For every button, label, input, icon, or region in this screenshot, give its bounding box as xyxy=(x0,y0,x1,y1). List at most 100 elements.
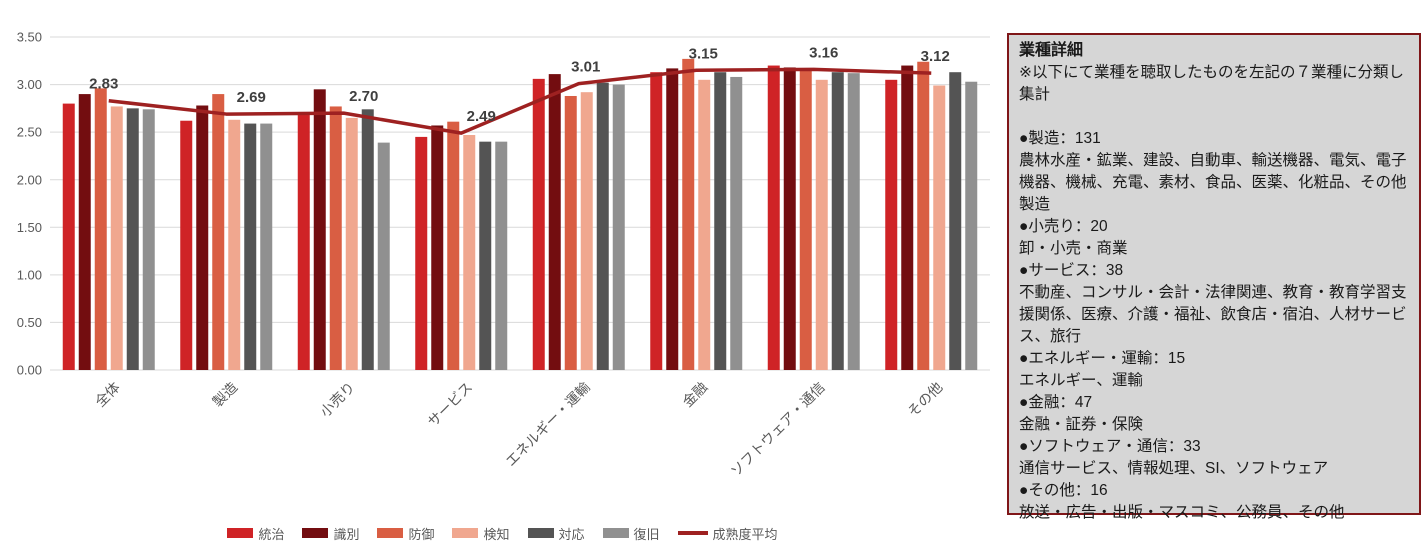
industry-entry-detail: エネルギー、運輸 xyxy=(1019,372,1143,389)
legend-label: 成熟度平均 xyxy=(712,526,778,542)
line-data-label: 3.15 xyxy=(689,45,718,62)
line-data-label: 2.49 xyxy=(467,108,496,125)
bar-識別 xyxy=(901,65,914,371)
x-axis-category-label: エネルギー・運輸 xyxy=(502,379,593,470)
bar-復旧 xyxy=(965,81,978,371)
x-axis-category-label: その他 xyxy=(904,379,945,420)
bar-復旧 xyxy=(377,142,390,370)
bar-識別 xyxy=(78,94,91,370)
industry-detail-panel: 業種詳細 ※以下にて業種を聴取したものを左記の７業種に分類し集計 ●製造：131… xyxy=(1007,33,1421,521)
bar-復旧 xyxy=(730,76,743,371)
legend-label: 検知 xyxy=(483,526,510,542)
bar-統治 xyxy=(885,79,898,371)
bar-対応 xyxy=(949,72,962,371)
bar-防御 xyxy=(329,106,342,370)
panel-entries: ●製造：131 農林水産・鉱業、建設、自動車、輸送機器、電気、電子機器、機械、充電… xyxy=(1019,128,1409,524)
y-axis-tick-label: 1.00 xyxy=(17,267,42,282)
legend-swatch-icon xyxy=(227,528,254,538)
bar-対応 xyxy=(596,82,609,370)
legend-swatch-icon xyxy=(527,528,554,538)
line-data-label: 2.69 xyxy=(237,89,266,106)
legend-item-識別: 識別 xyxy=(302,524,359,543)
industry-entry-heading: ●小売り：20 xyxy=(1019,218,1108,235)
panel-title: 業種詳細 xyxy=(1019,42,1084,59)
bar-検知 xyxy=(345,117,358,370)
bar-検知 xyxy=(815,79,828,371)
bar-防御 xyxy=(212,94,225,370)
industry-entry-heading: ●サービス：38 xyxy=(1019,262,1124,279)
legend-swatch-icon xyxy=(377,528,404,538)
bar-統治 xyxy=(415,136,428,370)
industry-entry-detail: 卸・小売・商業 xyxy=(1019,240,1128,257)
bar-防御 xyxy=(682,58,695,370)
legend-swatch-icon xyxy=(302,528,329,538)
bar-識別 xyxy=(313,89,326,370)
y-axis-tick-label: 0.50 xyxy=(17,315,42,330)
maturity-bar-line-chart: 0.00 0.50 1.00 1.50 2.00 2.50 3.00 3.50 全体 製造 小売り サ… xyxy=(17,30,990,479)
y-axis-tick-label: 2.00 xyxy=(17,172,42,187)
legend-item-統治: 統治 xyxy=(227,524,284,543)
bar-復旧 xyxy=(142,109,155,371)
bar-統治 xyxy=(297,115,310,370)
x-axis-category-label: 金融 xyxy=(679,379,710,410)
bar-防御 xyxy=(447,121,460,370)
legend-item-対応: 対応 xyxy=(527,524,585,543)
line-data-label: 3.12 xyxy=(921,48,950,65)
bar-統治 xyxy=(62,103,75,370)
bar-対応 xyxy=(714,72,727,371)
industry-entry-detail: 通信サービス、情報処理、SI、ソフトウェア xyxy=(1019,460,1329,477)
x-axis-category-label: 製造 xyxy=(209,379,240,410)
line-data-label: 3.16 xyxy=(809,44,838,61)
maturity-average-line xyxy=(108,67,932,135)
bar-復旧 xyxy=(612,84,625,371)
industry-entry-heading: ●その他：16 xyxy=(1019,482,1108,499)
bar-対応 xyxy=(831,72,844,371)
line-data-label: 2.83 xyxy=(89,76,118,93)
x-axis-category-label: 全体 xyxy=(92,379,123,410)
bar-復旧 xyxy=(495,141,508,370)
line-data-label: 2.70 xyxy=(349,88,378,105)
bar-防御 xyxy=(94,88,107,371)
bar-検知 xyxy=(110,106,123,370)
industry-entry-detail: 農林水産・鉱業、建設、自動車、輸送機器、電気、電子機器、機械、充電、素材、食品、… xyxy=(1019,152,1407,213)
bar-識別 xyxy=(783,67,796,371)
bar-検知 xyxy=(580,92,593,370)
bar-対応 xyxy=(361,109,374,371)
bar-防御 xyxy=(564,95,577,370)
legend-item-復旧: 復旧 xyxy=(602,524,660,543)
bar-検知 xyxy=(933,85,946,370)
bar-統治 xyxy=(180,120,193,371)
bar-復旧 xyxy=(260,123,273,370)
legend-label: 防御 xyxy=(408,526,435,542)
bar-統治 xyxy=(767,65,780,371)
y-axis-tick-label: 3.50 xyxy=(17,30,42,45)
bar-識別 xyxy=(548,74,561,370)
bar-対応 xyxy=(126,108,139,370)
bar-識別 xyxy=(666,68,679,370)
legend-swatch-icon xyxy=(602,528,629,538)
industry-entry-heading: ●製造：131 xyxy=(1019,130,1101,147)
panel-note: ※以下にて業種を聴取したものを左記の７業種に分類し集計 xyxy=(1019,64,1404,103)
legend-item-成熟度平均: 成熟度平均 xyxy=(677,524,778,543)
bar-防御 xyxy=(917,61,930,370)
industry-entry-heading: ●金融：47 xyxy=(1019,394,1093,411)
legend-label: 識別 xyxy=(333,526,360,542)
bar-検知 xyxy=(463,134,476,370)
chart-legend: 統治 識別 防御 検知 対応 復旧 成熟度平均 xyxy=(0,522,1005,544)
y-axis-tick-label: 1.50 xyxy=(17,220,42,235)
industry-entry-heading: ●エネルギー・運輸：15 xyxy=(1019,350,1186,367)
industry-entry-detail: 不動産、コンサル・会計・法律関連、教育・教育学習支援関係、医療、介護・福祉、飲食… xyxy=(1019,284,1407,345)
y-axis-tick-label: 2.50 xyxy=(17,125,42,140)
bar-識別 xyxy=(431,125,444,371)
bar-統治 xyxy=(532,78,545,370)
bar-対応 xyxy=(244,123,257,370)
x-axis-category-label: サービス xyxy=(424,379,475,430)
bar-統治 xyxy=(650,72,663,371)
x-axis-category-label: ソフトウェア・通信 xyxy=(727,379,827,479)
industry-entry-detail: 金融・証券・保険 xyxy=(1019,416,1144,433)
bar-復旧 xyxy=(847,73,860,370)
industry-entry-detail: 放送・広告・出版・マスコミ、公務員、その他 xyxy=(1019,504,1345,521)
line-data-label: 3.01 xyxy=(571,59,600,76)
legend-label: 対応 xyxy=(558,526,585,542)
